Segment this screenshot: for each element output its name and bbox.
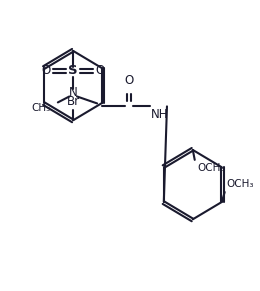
Text: OCH₃: OCH₃ [227,179,254,189]
Text: O: O [42,64,51,77]
Text: OCH₃: OCH₃ [198,163,225,173]
Text: O: O [95,64,105,77]
Text: CH₃: CH₃ [31,103,50,113]
Text: S: S [68,64,78,77]
Text: O: O [124,74,133,86]
Text: N: N [69,86,77,99]
Text: NH: NH [151,108,168,121]
Text: Br: Br [67,95,80,108]
